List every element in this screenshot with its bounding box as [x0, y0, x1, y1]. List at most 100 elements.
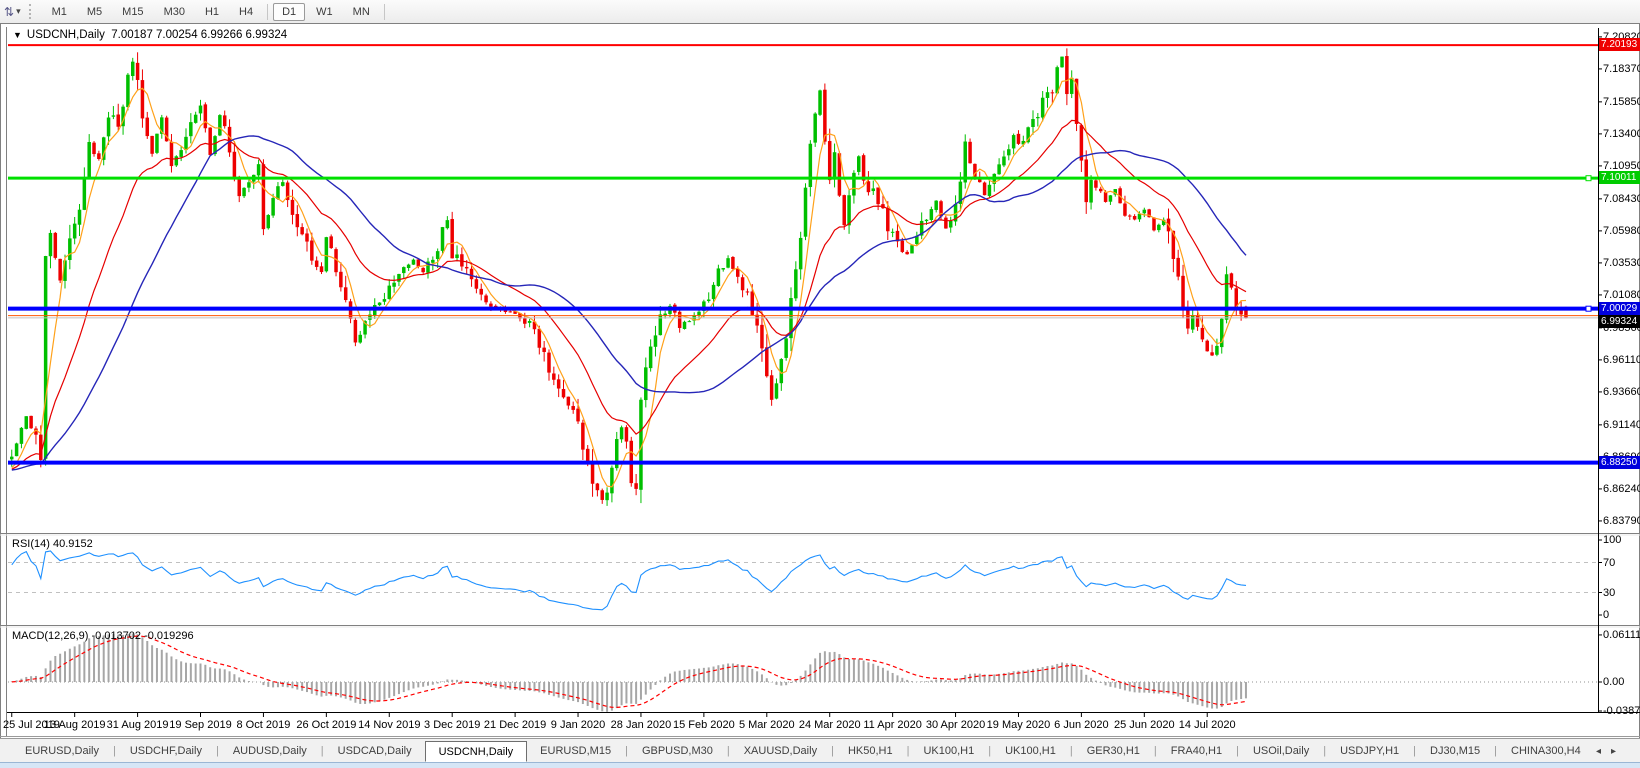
timeframe-button-w1[interactable]: W1 — [316, 5, 333, 18]
tab-separator: | — [1069, 745, 1073, 757]
price-axis-label: 6.93660 — [1603, 385, 1640, 398]
tab-separator: | — [831, 745, 834, 757]
price-marker-badge: 6.99324 — [1599, 314, 1640, 328]
tab-separator: | — [112, 745, 116, 757]
tab-usdcnh-daily[interactable]: USDCNH,Daily — [424, 740, 528, 762]
rsi-name: RSI(14) — [12, 538, 50, 550]
collapse-icon[interactable]: ▼ — [13, 30, 22, 40]
price-axis-label: 6.96110 — [1603, 353, 1640, 366]
date-axis-label: 24 Mar 2020 — [798, 719, 861, 731]
scroll-right-icon[interactable]: ▸ — [1610, 745, 1626, 757]
rsi-indicator-label: RSI(14) 40.9152 — [12, 538, 93, 550]
timeframe-button-m5[interactable]: M5 — [86, 5, 103, 18]
timeframe-button-h1[interactable]: H1 — [204, 5, 220, 18]
window-bottom-strip — [0, 762, 1640, 768]
tab-separator: | — [1494, 745, 1498, 757]
macd-axis-label: 0.00 — [1603, 676, 1625, 688]
chart-arrange-icon[interactable]: ⇅ — [4, 4, 15, 19]
date-axis-label: 13 Aug 2019 — [43, 719, 106, 731]
tab-audusd-daily[interactable]: AUDUSD,Daily — [232, 745, 307, 757]
date-axis-label: 11 Apr 2020 — [863, 719, 922, 731]
timeframe-button-mn[interactable]: MN — [352, 5, 370, 18]
price-axis-label: 7.03530 — [1603, 256, 1640, 269]
date-axis-label: 15 Feb 2020 — [672, 719, 735, 731]
date-axis-label: 30 Apr 2020 — [925, 719, 986, 731]
tab-china300-h4[interactable]: CHINA300,H4 — [1511, 745, 1581, 757]
tab-eurusd-m15[interactable]: EURUSD,M15 — [540, 745, 612, 757]
macd-axis-label: 0.061119 — [1603, 628, 1640, 641]
rsi-axis-label: 70 — [1603, 556, 1616, 569]
price-axis-label: 7.15850 — [1603, 95, 1640, 108]
tab-ger30-h1[interactable]: GER30,H1 — [1086, 745, 1140, 757]
rsi-value: 40.9152 — [52, 538, 93, 550]
price-axis-label: 6.83790 — [1603, 514, 1640, 527]
chart-tabs-bar: EURUSD,Daily | USDCHF,Daily | AUDUSD,Daily | U… — [0, 738, 1640, 763]
price-axis-label: 7.01080 — [1603, 288, 1640, 301]
tab-separator: | — [215, 745, 219, 757]
tab-separator: | — [320, 745, 324, 757]
price-axis-label: 7.13400 — [1603, 127, 1640, 140]
tab-usdcad-daily[interactable]: USDCAD,Daily — [337, 745, 412, 757]
price-marker-badge: 7.00029 — [1599, 301, 1640, 315]
price-axis-label: 7.05980 — [1603, 224, 1640, 237]
date-axis-label: 9 Jan 2020 — [550, 719, 606, 731]
tab-uk100-h1[interactable]: UK100,H1 — [1005, 745, 1056, 757]
tab-gbpusd-m30[interactable]: GBPUSD,M30 — [641, 745, 713, 757]
timeframe-button-m1[interactable]: M1 — [51, 5, 67, 18]
tab-separator: | — [625, 745, 628, 757]
timeframe-buttons: M1 M5 M15 M30 H1 H4 D1 W1 MN — [42, 2, 389, 21]
toolbar-separator — [267, 3, 269, 20]
price-marker-badge: 7.20193 — [1599, 38, 1640, 52]
macd-layer — [8, 633, 1598, 712]
tab-separator: | — [988, 745, 992, 757]
timeframe-button-m15[interactable]: M15 — [122, 5, 144, 18]
tab-usdjpy-h1[interactable]: USDJPY,H1 — [1340, 745, 1400, 757]
rsi-axis-label: 0 — [1603, 609, 1610, 621]
tab-fra40-h1[interactable]: FRA40,H1 — [1170, 745, 1223, 757]
price-marker-badge: 6.88250 — [1599, 455, 1640, 469]
date-axis-label: 3 Dec 2019 — [424, 719, 481, 731]
tab-eurusd-daily[interactable]: EURUSD,Daily — [25, 745, 99, 757]
date-axis-label: 14 Jul 2020 — [1178, 719, 1236, 731]
macd-indicator-label: MACD(12,26,9) -0.013702 -0.019296 — [12, 630, 194, 642]
macd-values: -0.013702 -0.019296 — [91, 630, 194, 642]
timeframe-button-h4[interactable]: H4 — [239, 5, 254, 18]
chart-title: ▼ USDCNH,Daily 7.00187 7.00254 6.99266 6.… — [13, 29, 287, 41]
chart-ohlc: 7.00187 7.00254 6.99266 6.99324 — [111, 29, 288, 41]
rsi-axis-label: 30 — [1603, 586, 1616, 599]
chevron-down-icon[interactable]: ▾ — [16, 6, 21, 16]
tab-separator: | — [906, 745, 910, 757]
timeframe-button-d1[interactable]: D1 — [273, 2, 306, 21]
toolbar-grip[interactable] — [28, 4, 35, 19]
chart-symbol: USDCNH,Daily — [26, 29, 105, 41]
date-axis-label: 31 Aug 2019 — [106, 719, 169, 731]
timeframe-button-m30[interactable]: M30 — [163, 5, 185, 18]
macd-name: MACD(12,26,9) — [12, 630, 89, 642]
tab-usoil-daily[interactable]: USOil,Daily — [1252, 745, 1310, 757]
chart-tabs: EURUSD,Daily | USDCHF,Daily | AUDUSD,Daily | U… — [12, 740, 1594, 762]
tab-scroll-arrows: ◂▸ — [1596, 746, 1626, 757]
tab-dj30-m15[interactable]: DJ30,M15 — [1430, 745, 1481, 757]
date-axis-label: 21 Dec 2019 — [483, 719, 547, 731]
tab-usdchf-daily[interactable]: USDCHF,Daily — [129, 745, 202, 757]
date-axis-label: 25 Jul 2019 — [3, 719, 60, 731]
date-axis-label: 25 Jun 2020 — [1114, 719, 1175, 731]
tab-separator: | — [1236, 745, 1239, 757]
toolbar-separator — [383, 3, 385, 20]
date-axis-label: 5 Mar 2020 — [738, 719, 795, 731]
tab-separator: | — [1323, 745, 1327, 757]
tab-hk50-h1[interactable]: HK50,H1 — [847, 745, 893, 757]
date-axis-label: 19 Sep 2019 — [169, 719, 232, 731]
date-axis-label: 14 Nov 2019 — [358, 719, 421, 731]
horizontal-lines-layer — [8, 44, 1598, 465]
tab-uk100-h1[interactable]: UK100,H1 — [923, 745, 975, 757]
date-axis-label: 8 Oct 2019 — [236, 719, 291, 731]
price-axis-label: 6.86240 — [1603, 482, 1640, 495]
scroll-left-icon[interactable]: ◂ — [1595, 745, 1611, 757]
tab-xauusd-daily[interactable]: XAUUSD,Daily — [743, 745, 818, 757]
tab-separator: | — [1153, 745, 1157, 757]
price-marker-badge: 7.10011 — [1599, 171, 1640, 185]
